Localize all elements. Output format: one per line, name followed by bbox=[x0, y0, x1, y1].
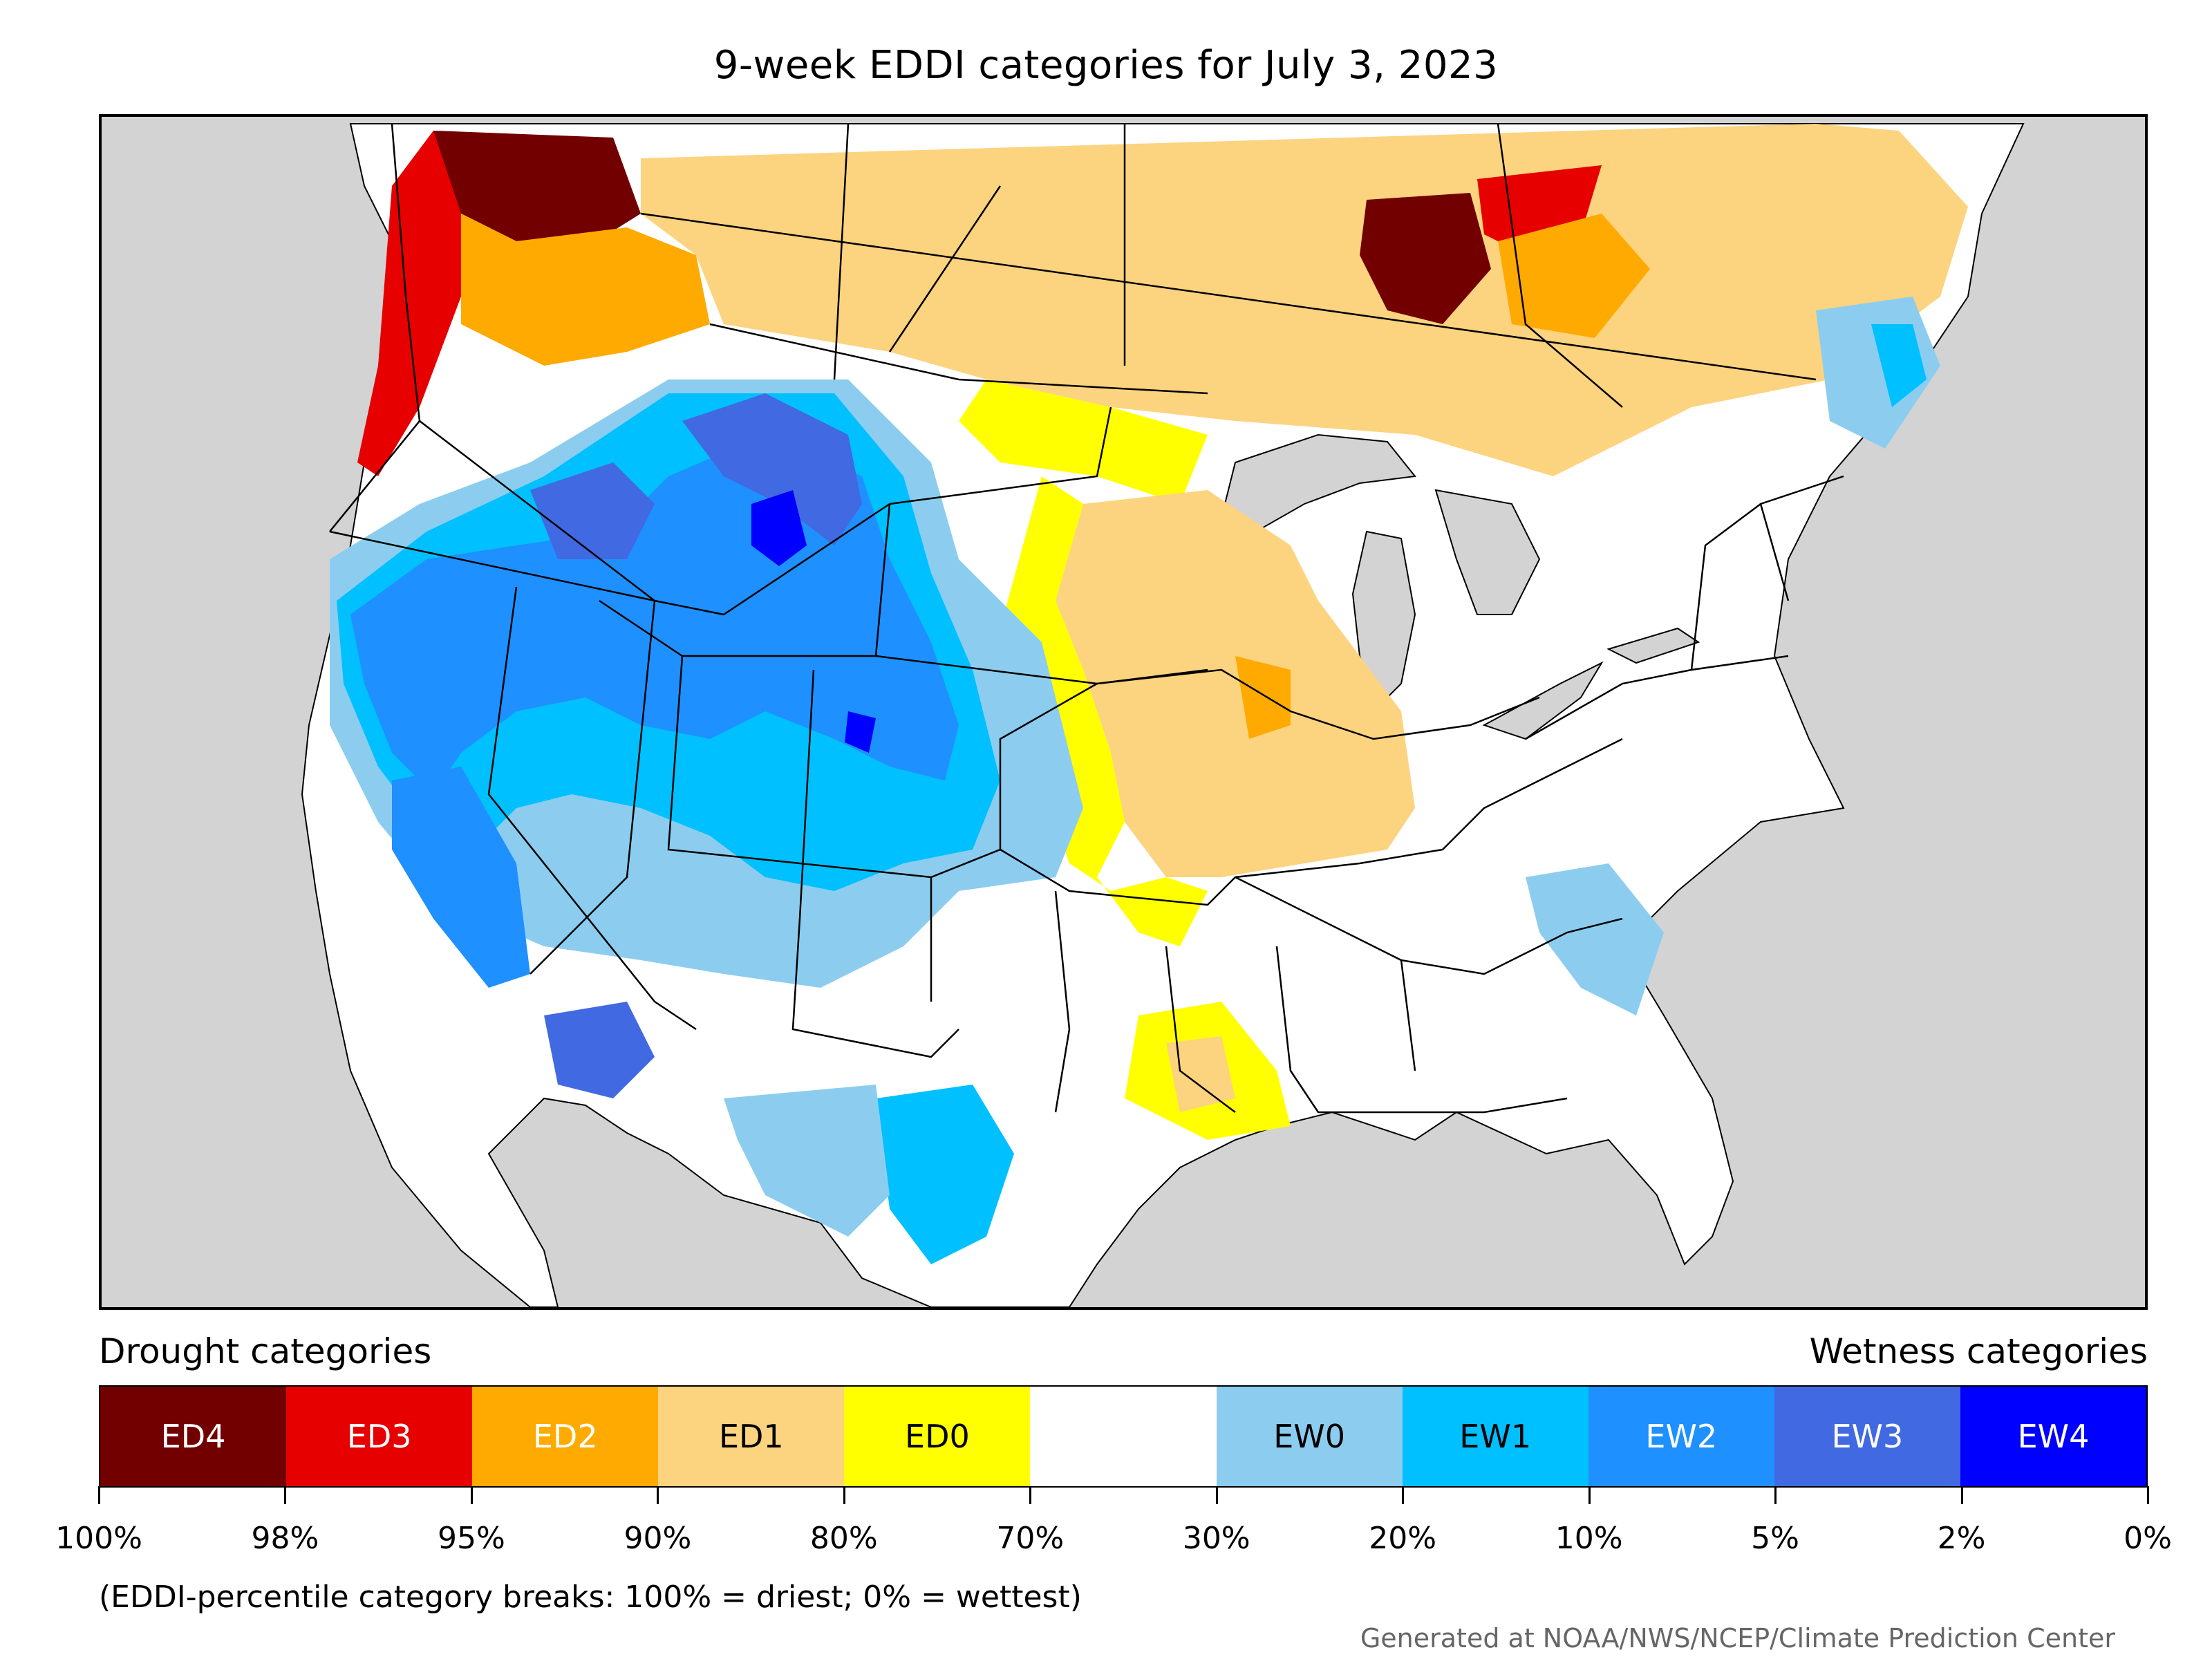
legend-tick bbox=[1029, 1486, 1032, 1504]
category-legend: ED4 ED3 ED2 ED1 ED0 EW0 EW1 EW2 EW3 EW4 bbox=[99, 1385, 2148, 1488]
legend-tick bbox=[2147, 1486, 2149, 1504]
lake-erie bbox=[1482, 661, 1604, 740]
legend-tick bbox=[284, 1486, 287, 1504]
footnote: (EDDI-percentile category breaks: 100% =… bbox=[99, 1580, 1082, 1615]
legend-tick bbox=[1215, 1486, 1218, 1504]
region-ed3-nw bbox=[357, 131, 461, 476]
legend-swatch-none bbox=[1030, 1387, 1217, 1486]
map-canvas bbox=[301, 123, 2025, 1307]
legend-break-label: 70% bbox=[996, 1521, 1065, 1556]
credit-line: Generated at NOAA/NWS/NCEP/Climate Predi… bbox=[1360, 1623, 2115, 1653]
legend-break-label: 30% bbox=[1182, 1521, 1250, 1556]
legend-break-label: 95% bbox=[438, 1521, 505, 1556]
legend-tick bbox=[1588, 1486, 1591, 1504]
legend-break-label: 5% bbox=[1751, 1521, 1799, 1556]
legend-swatch-ed3: ED3 bbox=[286, 1387, 473, 1486]
legend-tick bbox=[98, 1486, 100, 1504]
legend-tick bbox=[1960, 1486, 1963, 1504]
region-ed0-north bbox=[959, 379, 1208, 504]
legend-break-label: 80% bbox=[809, 1521, 878, 1556]
legend-tick bbox=[843, 1486, 845, 1504]
region-ew3-west bbox=[682, 393, 862, 545]
legend-swatch-ed2: ED2 bbox=[472, 1387, 659, 1486]
region-ed4-ontario bbox=[1360, 193, 1491, 324]
eddi-map bbox=[99, 114, 2148, 1310]
legend-swatch-ew4: EW4 bbox=[1960, 1387, 2147, 1486]
legend-swatch-ew0: EW0 bbox=[1216, 1387, 1403, 1486]
drought-categories-heading: Drought categories bbox=[99, 1331, 432, 1371]
legend-tick bbox=[1402, 1486, 1405, 1504]
legend-break-label: 20% bbox=[1369, 1521, 1437, 1556]
region-ed2-midwest bbox=[1235, 656, 1291, 739]
wetness-categories-heading: Wetness categories bbox=[1809, 1331, 2148, 1371]
legend-tick bbox=[470, 1486, 473, 1504]
region-ew2-ca bbox=[392, 767, 530, 988]
lake-michigan bbox=[1351, 530, 1416, 706]
legend-break-label: 10% bbox=[1555, 1521, 1623, 1556]
map-title: 9-week EDDI categories for July 3, 2023 bbox=[713, 43, 1499, 88]
region-ed2-nw bbox=[461, 214, 710, 366]
legend-swatch-ed0: ED0 bbox=[844, 1387, 1031, 1486]
legend-break-label: 100% bbox=[55, 1521, 142, 1556]
legend-swatch-ed1: ED1 bbox=[658, 1387, 845, 1486]
region-ed4-nw bbox=[427, 131, 641, 248]
region-ed1-north bbox=[641, 124, 1968, 476]
region-ew0-carolina bbox=[1526, 863, 1664, 1015]
state-boundaries bbox=[329, 123, 1844, 1114]
legend-tick bbox=[1774, 1486, 1777, 1504]
legend-break-label: 2% bbox=[1937, 1521, 1986, 1556]
region-ed2-ontario bbox=[1498, 214, 1650, 338]
legend-swatch-ew2: EW2 bbox=[1588, 1387, 1774, 1486]
region-ew4-wy bbox=[751, 490, 807, 566]
region-ew4-co bbox=[845, 711, 876, 753]
region-ew0-tx bbox=[724, 1085, 890, 1237]
region-ed1-midwest bbox=[1056, 490, 1415, 877]
legend-swatch-ed4: ED4 bbox=[100, 1387, 287, 1486]
legend-tick bbox=[657, 1486, 659, 1504]
lake-ontario bbox=[1606, 627, 1700, 664]
legend-ticks bbox=[98, 1486, 2149, 1507]
legend-swatch-ew3: EW3 bbox=[1774, 1387, 1960, 1486]
lake-huron bbox=[1434, 489, 1541, 615]
legend-break-label: 98% bbox=[251, 1521, 319, 1556]
region-ew1-tx bbox=[876, 1085, 1014, 1264]
region-ed1-gulf bbox=[1166, 1036, 1235, 1112]
legend-swatch-ew1: EW1 bbox=[1402, 1387, 1588, 1486]
region-ed0-midwest bbox=[1000, 476, 1208, 946]
legend-break-label: 0% bbox=[2124, 1521, 2172, 1556]
region-ew1-ne bbox=[1871, 324, 1927, 407]
legend-break-label: 90% bbox=[624, 1521, 692, 1556]
region-ew3-az bbox=[544, 1002, 655, 1098]
region-ew3-nv bbox=[530, 462, 655, 559]
